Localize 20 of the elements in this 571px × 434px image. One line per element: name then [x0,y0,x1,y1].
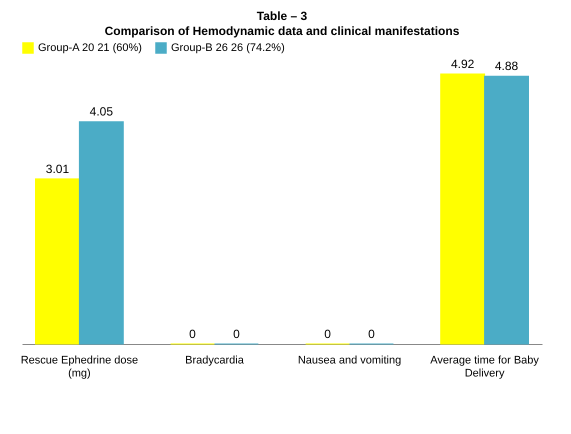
bar [440,74,486,344]
data-label: 4.88 [494,59,519,74]
data-label: 4.92 [450,57,475,71]
data-label: 0 [368,327,376,341]
x-tick-label: Rescue Ephedrine dose (mg) [20,354,138,380]
bar [484,76,529,344]
data-label: 0 [233,327,240,341]
data-label: 0 [189,327,196,341]
data-label: 0 [324,327,332,341]
chart-title: Table – 3 [256,9,308,23]
legend-label: Group-B 26 26 (74.2%) [171,42,285,54]
x-tick-label: Nausea and vomiting [298,354,402,366]
bar [35,178,80,344]
chart-subtitle: Comparison of Hemodynamic data and clinical manifestations [104,24,460,38]
data-label: 4.05 [90,104,114,119]
x-tick-label: Average time for Baby Delivery [430,354,540,380]
data-label: 3.01 [46,162,70,176]
bar [78,121,124,344]
legend-label: Group-A 20 21 (60%) [38,42,142,54]
x-tick-label: Bradycardia [185,354,245,366]
